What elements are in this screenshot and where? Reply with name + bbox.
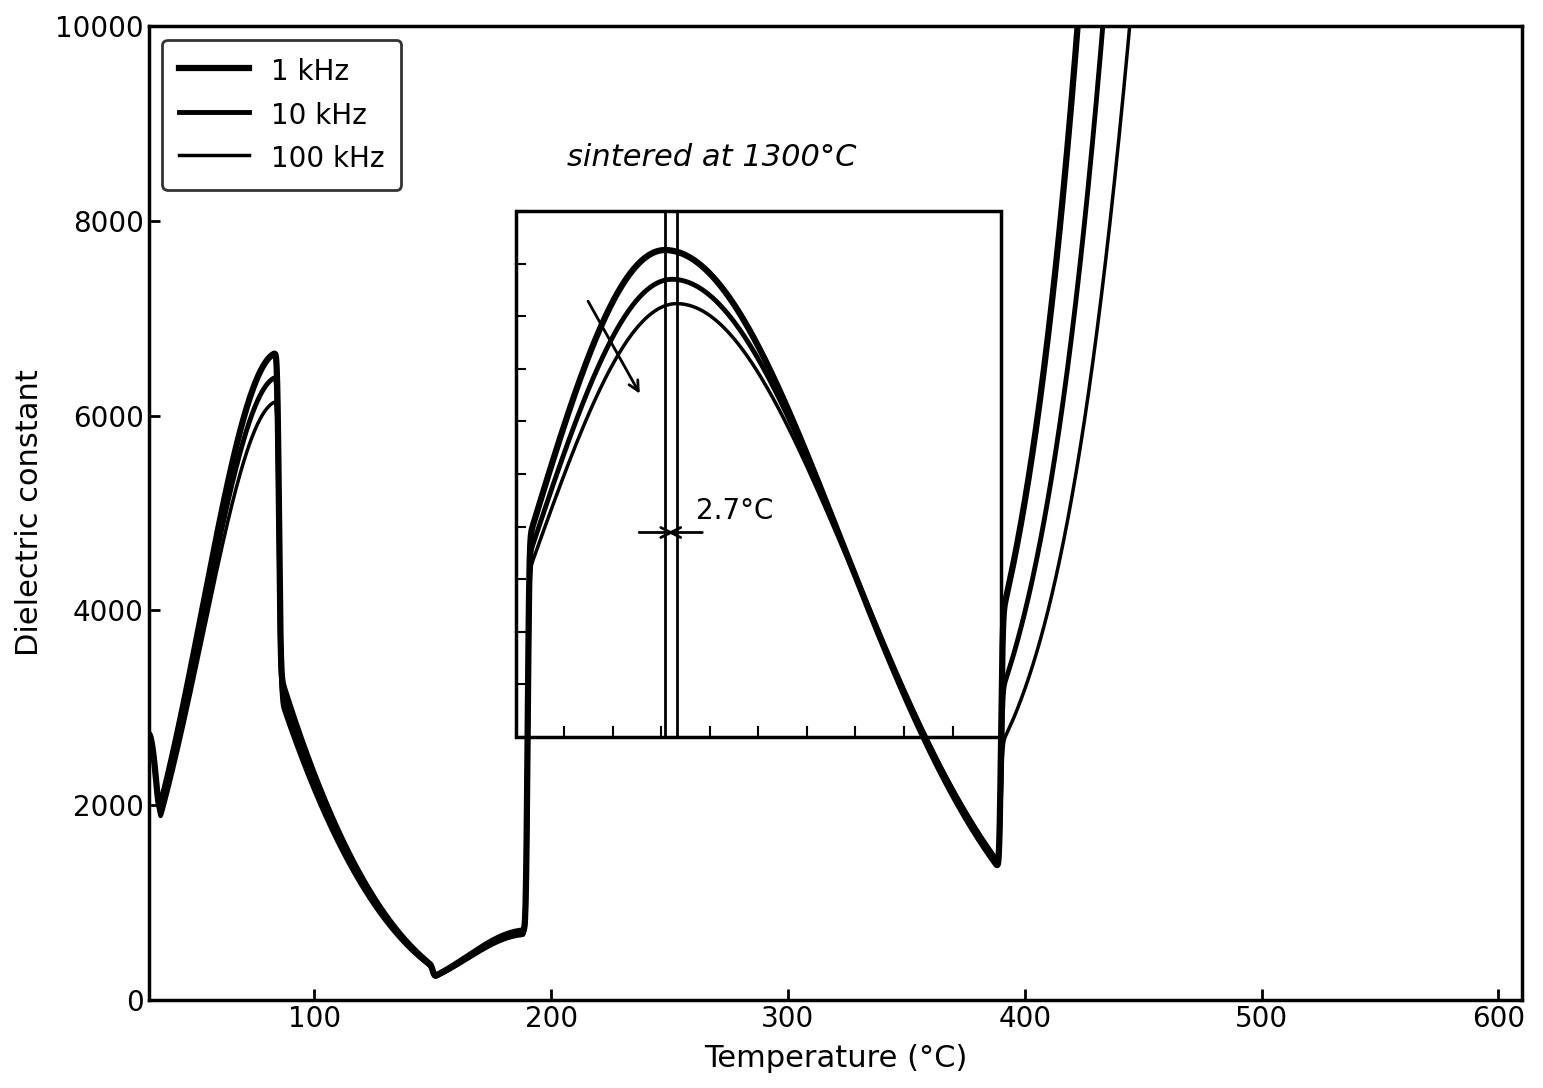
1 kHz bbox=[426, 969, 444, 982]
Line: 10 kHz: 10 kHz bbox=[148, 0, 1521, 976]
Text: sintered at 1300°C: sintered at 1300°C bbox=[566, 143, 856, 172]
100 kHz bbox=[389, 930, 407, 943]
10 kHz bbox=[139, 727, 157, 740]
100 kHz bbox=[665, 297, 684, 310]
100 kHz bbox=[1032, 627, 1051, 640]
100 kHz bbox=[963, 816, 981, 829]
Legend: 1 kHz, 10 kHz, 100 kHz: 1 kHz, 10 kHz, 100 kHz bbox=[162, 40, 401, 189]
1 kHz bbox=[389, 925, 407, 938]
10 kHz bbox=[426, 969, 444, 982]
Text: 2.7°C: 2.7°C bbox=[696, 497, 773, 524]
Line: 100 kHz: 100 kHz bbox=[148, 0, 1521, 977]
100 kHz bbox=[139, 727, 157, 740]
100 kHz bbox=[426, 970, 444, 984]
1 kHz bbox=[1032, 378, 1051, 391]
10 kHz bbox=[963, 818, 981, 831]
Bar bbox=[515, 211, 1001, 737]
Line: 1 kHz: 1 kHz bbox=[148, 0, 1521, 976]
1 kHz bbox=[665, 245, 684, 258]
10 kHz bbox=[1032, 526, 1051, 539]
Y-axis label: Dielectric constant: Dielectric constant bbox=[15, 370, 45, 656]
X-axis label: Temperature (°C): Temperature (°C) bbox=[704, 1044, 967, 1073]
10 kHz bbox=[389, 928, 407, 941]
10 kHz bbox=[665, 273, 684, 286]
1 kHz bbox=[963, 823, 981, 836]
1 kHz bbox=[139, 727, 157, 740]
